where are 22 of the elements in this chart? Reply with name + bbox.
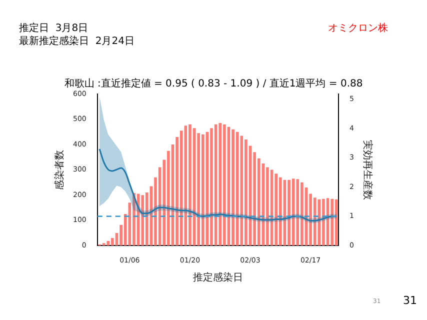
y2-axis-title: 実効再生産数 xyxy=(361,140,374,200)
bar xyxy=(240,136,244,246)
x-axis-title: 推定感染日 xyxy=(192,272,243,284)
text: オミクロン株 xyxy=(328,22,388,35)
bar xyxy=(322,198,325,246)
bar xyxy=(218,123,222,246)
bar xyxy=(313,198,316,246)
bar xyxy=(132,193,136,246)
bar xyxy=(232,129,234,246)
bar xyxy=(296,179,300,246)
y-axis-title: 感染者数 xyxy=(54,150,66,190)
bar xyxy=(266,167,269,246)
text: 最新推定感染日 2月24日 xyxy=(19,34,134,48)
bar xyxy=(106,241,110,246)
bar xyxy=(288,180,290,246)
bar xyxy=(188,124,192,246)
bar xyxy=(210,128,213,246)
text: 31 xyxy=(403,294,417,307)
bar xyxy=(334,199,338,246)
chart-title: 和歌山 :直近推定値 = 0.95 ( 0.83 - 1.09 ) / 直近1週平均 = 0.88 xyxy=(64,78,363,90)
text: 推定日 3月8日 xyxy=(19,22,88,35)
bar xyxy=(201,134,204,246)
